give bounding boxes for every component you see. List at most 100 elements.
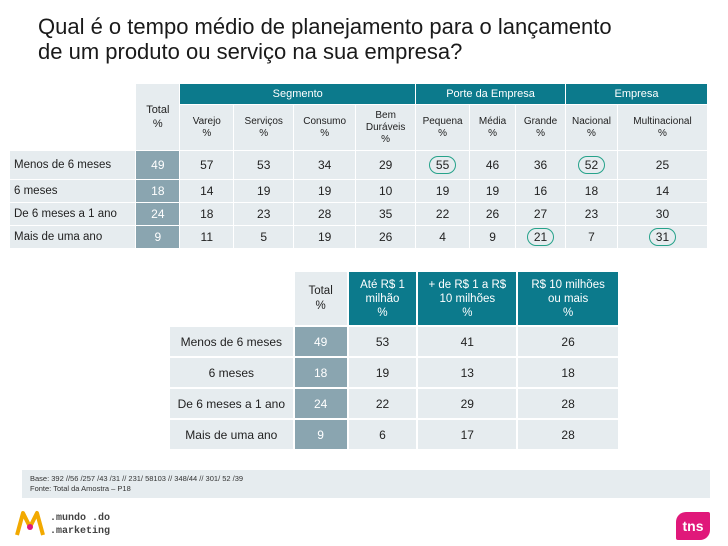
- cell: 25: [617, 150, 709, 180]
- row-label: Mais de uma ano: [10, 225, 137, 249]
- cell: 53: [347, 326, 419, 358]
- cell: 34: [293, 150, 357, 180]
- table-row: Menos de 6 meses 49 53 41 26: [170, 326, 620, 358]
- total-header-l1: Total: [146, 104, 170, 116]
- col-header-consumo: Consumo%: [293, 104, 357, 151]
- col-label: R$ 10 milhões: [531, 278, 605, 291]
- mundo-do-marketing-logo: .mundo .do .marketing: [14, 505, 134, 546]
- col-label: Varejo: [192, 115, 221, 127]
- total-header: Total %: [293, 272, 349, 327]
- row-label: De 6 meses a 1 ano: [170, 388, 295, 420]
- cell: 19: [347, 357, 419, 389]
- col-label: Bem: [375, 109, 396, 121]
- cell: 19: [293, 225, 357, 249]
- col-label: Média: [478, 115, 507, 127]
- cell: 19: [415, 179, 471, 203]
- cell: 28: [517, 388, 620, 420]
- table-row: Mais de uma ano 9 6 17 28: [170, 419, 620, 451]
- col-label: Serviços: [244, 115, 283, 127]
- cell: 23: [233, 202, 295, 226]
- cell: 19: [293, 179, 357, 203]
- cell-highlighted: 52: [565, 150, 618, 180]
- col-header-ate-1-milhao: Até R$ 1 milhão%: [347, 272, 419, 327]
- col-header-media: Média%: [469, 104, 517, 151]
- cell: 14: [617, 179, 709, 203]
- col-header-10-milhoes-mais: R$ 10 milhões ou mais%: [517, 272, 620, 327]
- col-pct: %: [462, 306, 473, 319]
- cell: 22: [415, 202, 471, 226]
- cell: 16: [515, 179, 566, 203]
- cell: 6: [347, 419, 419, 451]
- table-row: Menos de 6 meses 49 57 53 34 29 55 46 36…: [10, 150, 709, 180]
- footnote: Base: 392 //56 /257 /43 /31 // 231/ 5810…: [22, 470, 710, 498]
- col-pct: %: [587, 127, 596, 139]
- cell: 17: [417, 419, 519, 451]
- page-title: Qual é o tempo médio de planejamento par…: [38, 14, 718, 64]
- total-cell: 18: [135, 179, 181, 203]
- col-pct: %: [562, 306, 574, 319]
- col-pct: %: [377, 306, 388, 319]
- mm-logo-icon: .mundo .do .marketing: [15, 511, 110, 537]
- group-empresa: Empresa: [565, 84, 708, 105]
- col-label: Nacional: [572, 115, 611, 127]
- corner-blank-2: [10, 104, 137, 151]
- cell: 26: [469, 202, 517, 226]
- row-label: Menos de 6 meses: [10, 150, 137, 180]
- cell: 46: [469, 150, 517, 180]
- col-pct: %: [536, 127, 545, 139]
- cell: 22: [347, 388, 419, 420]
- group-porte: Porte da Empresa: [415, 84, 566, 105]
- col-header-varejo: Varejo%: [179, 104, 235, 151]
- col-header-multinacional: Multinacional%: [617, 104, 709, 151]
- total-header-l1: Total: [308, 284, 333, 297]
- table-row: 6 meses 18 14 19 19 10 19 19 16 18 14: [10, 179, 709, 203]
- cell: 19: [233, 179, 295, 203]
- col-header-pequena: Pequena%: [415, 104, 471, 151]
- col-header-servicos: Serviços%: [233, 104, 295, 151]
- col-label: Grande: [523, 115, 558, 127]
- total-cell: 9: [293, 419, 349, 451]
- cell-highlighted: 21: [515, 225, 566, 249]
- cell-highlighted: 31: [617, 225, 709, 249]
- revenue-table: Total % Até R$ 1 milhão% + de R$ 1 a R$ 10…: [170, 272, 620, 451]
- logo-line-1: .mundo .do: [50, 512, 110, 524]
- cell: 35: [355, 202, 417, 226]
- total-cell: 49: [293, 326, 349, 358]
- cell: 28: [517, 419, 620, 451]
- row-label: De 6 meses a 1 ano: [10, 202, 137, 226]
- highlight-circle: 52: [577, 156, 606, 174]
- col-pct: %: [202, 127, 212, 139]
- cell: 10: [355, 179, 417, 203]
- cell: 18: [179, 202, 235, 226]
- total-cell: 24: [135, 202, 181, 226]
- table-row: 6 meses 18 19 13 18: [170, 357, 620, 389]
- cell: 36: [515, 150, 566, 180]
- col-label: + de R$ 1 a R$: [428, 278, 507, 291]
- cell: 19: [469, 179, 517, 203]
- logo-line-2: .marketing: [50, 525, 110, 537]
- col-label-2: ou mais: [547, 292, 589, 305]
- cell: 18: [565, 179, 618, 203]
- col-label: Pequena: [422, 115, 463, 127]
- col-pct: %: [320, 127, 330, 139]
- footnote-base: Base: 392 //56 /257 /43 /31 // 231/ 5810…: [30, 474, 244, 483]
- col-label: Multinacional: [633, 115, 692, 127]
- row-label: 6 meses: [10, 179, 137, 203]
- col-header-bem-duraveis: Bem Duráveis%: [355, 104, 417, 151]
- highlight-circle: 55: [428, 156, 457, 174]
- row-label: Menos de 6 meses: [170, 326, 295, 358]
- cell: 30: [617, 202, 709, 226]
- cell-highlighted: 55: [415, 150, 471, 180]
- total-cell: 9: [135, 225, 181, 249]
- col-pct: %: [259, 127, 269, 139]
- table-row: De 6 meses a 1 ano 24 18 23 28 35 22 26 …: [10, 202, 709, 226]
- footnote-source: Fonte: Total da Amostra – P18: [30, 484, 131, 493]
- col-label-2: Duráveis: [365, 121, 406, 133]
- cell: 53: [233, 150, 295, 180]
- col-pct: %: [438, 127, 448, 139]
- group-segmento: Segmento: [179, 84, 417, 105]
- highlight-circle: 31: [648, 228, 677, 246]
- title-line-1: Qual é o tempo médio de planejamento par…: [38, 14, 612, 39]
- cell: 9: [469, 225, 517, 249]
- corner-blank: [10, 84, 137, 105]
